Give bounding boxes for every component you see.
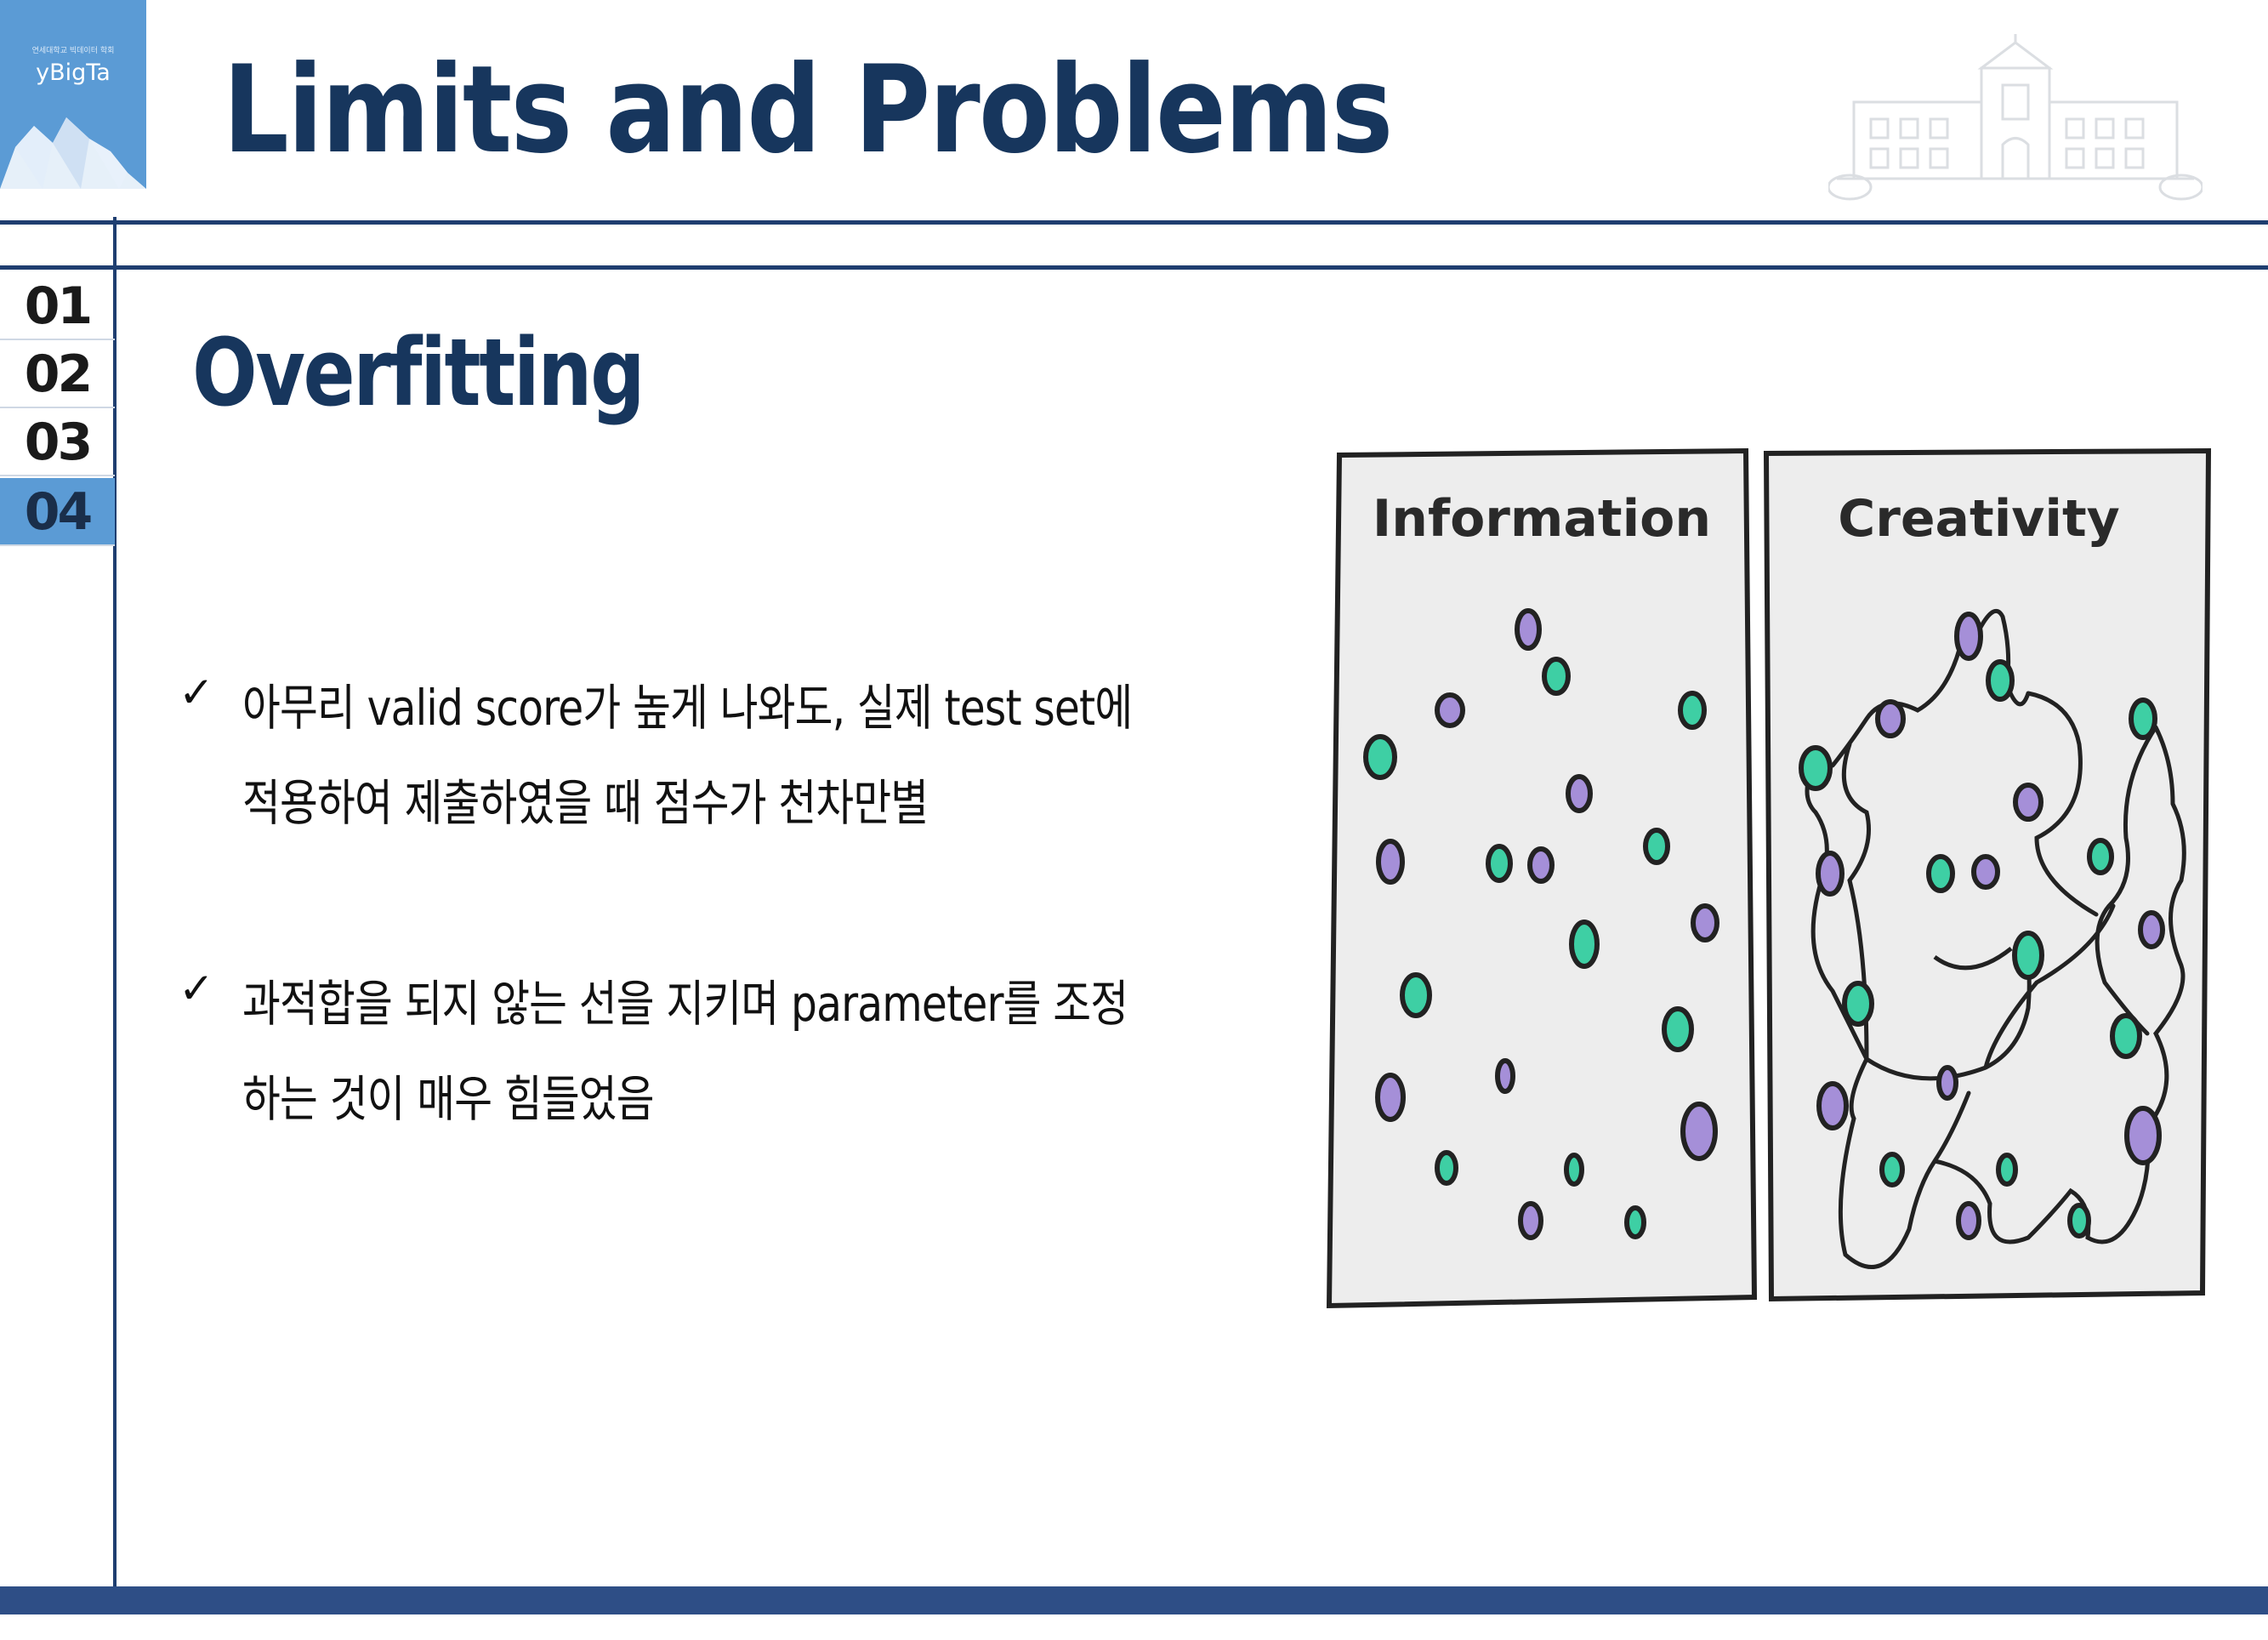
nav-item-04-active[interactable]: 04 (0, 478, 115, 546)
checkmark-icon: ✓ (179, 964, 214, 1013)
cat-mouth (1933, 947, 2013, 971)
bullet-line: 아무리 valid score가 높게 나와도, 실제 test set에 (242, 679, 1133, 737)
bullet-line: 적용하여 제출하였을 때 점수가 천차만별 (242, 774, 929, 832)
university-building-icon (1828, 34, 2203, 201)
header-rule-secondary (0, 265, 2268, 270)
bullet-item: ✓ 과적합을 되지 않는 선을 지키며 parameter를 조정 하는 것이 … (179, 964, 1199, 1134)
information-vs-creativity-illustration: Information Creativity (1326, 447, 2212, 1309)
creativity-dots (1799, 612, 2165, 1240)
footer-bar (0, 1586, 2268, 1614)
logo-tagline: 연세대학교 빅데이터 학회 (31, 47, 115, 55)
sidebar-divider (113, 217, 117, 1591)
creativity-label: Creativity (1838, 489, 2120, 549)
iceberg-icon (0, 117, 146, 189)
bullet-item: ✓ 아무리 valid score가 높게 나와도, 실제 test set에 … (179, 668, 1199, 838)
header-rule (0, 220, 2268, 225)
nav-item-03[interactable]: 03 (0, 408, 115, 476)
page-title: Limits and Problems (223, 40, 1393, 180)
logo-name: yBigTa (36, 60, 111, 86)
bullet-line: 과적합을 되지 않는 선을 지키며 parameter를 조정 (242, 975, 1128, 1033)
ybigta-logo: 연세대학교 빅데이터 학회 yBigTa (0, 0, 146, 189)
checkmark-icon: ✓ (179, 668, 214, 717)
bullet-line: 하는 것이 매우 힘들었음 (242, 1070, 655, 1128)
section-heading: Overfitting (192, 318, 645, 427)
nav-item-02[interactable]: 02 (0, 340, 115, 408)
information-label: Information (1373, 489, 1711, 549)
nav-item-01[interactable]: 01 (0, 272, 115, 340)
information-dots (1363, 608, 1719, 1240)
